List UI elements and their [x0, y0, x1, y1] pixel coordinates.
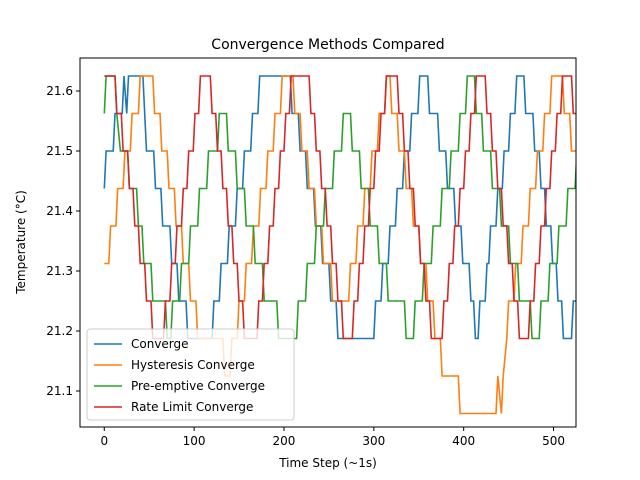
y-tick-label: 21.6 [46, 84, 73, 98]
x-axis-title: Time Step (~1s) [278, 456, 377, 470]
plot-area [103, 75, 576, 415]
legend-label-4: Rate Limit Converge [131, 400, 253, 414]
x-tick-label: 100 [183, 434, 206, 448]
y-tick-label: 21.2 [46, 324, 73, 338]
y-tick-label: 21.1 [46, 384, 73, 398]
series-line-1 [103, 75, 576, 340]
series-line-2 [104, 75, 576, 415]
x-axis: 0 100 200 300 400 500 [100, 427, 565, 448]
y-tick-label: 21.3 [46, 264, 73, 278]
x-tick-label: 300 [362, 434, 385, 448]
x-tick-label: 400 [452, 434, 475, 448]
legend: Converge Hysteresis Converge Pre-emptive C… [86, 328, 295, 421]
series-layer [103, 75, 576, 415]
plot-frame [79, 57, 577, 428]
series-line-3 [103, 75, 576, 340]
chart-title: Convergence Methods Compared [211, 37, 444, 53]
legend-label-2: Hysteresis Converge [131, 358, 255, 372]
legend-box [86, 328, 295, 421]
x-tick-label: 0 [100, 434, 108, 448]
x-tick-label: 200 [273, 434, 296, 448]
series-line-4 [104, 75, 576, 340]
legend-label-3: Pre-emptive Converge [131, 379, 265, 393]
y-axis-title: Temperature (°C) [14, 190, 28, 295]
y-axis: 21.1 21.2 21.3 21.4 21.5 21.6 [46, 84, 80, 398]
y-tick-label: 21.4 [46, 204, 73, 218]
y-tick-label: 21.5 [46, 144, 73, 158]
legend-label-1: Converge [131, 337, 189, 351]
x-tick-label: 500 [542, 434, 565, 448]
